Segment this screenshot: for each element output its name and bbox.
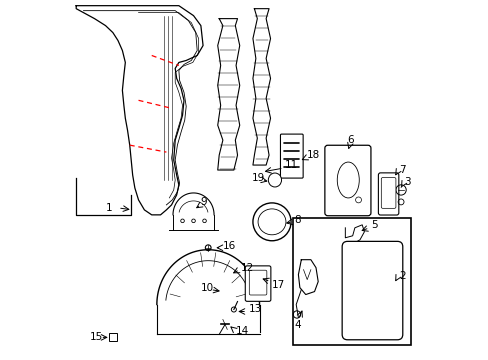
- Text: 9: 9: [201, 197, 207, 207]
- Ellipse shape: [258, 209, 285, 235]
- FancyBboxPatch shape: [245, 266, 270, 301]
- Text: 5: 5: [370, 220, 377, 230]
- FancyBboxPatch shape: [381, 177, 395, 208]
- Text: 1: 1: [105, 203, 112, 213]
- Text: 2: 2: [398, 271, 405, 281]
- FancyBboxPatch shape: [249, 270, 266, 295]
- Text: 10: 10: [201, 283, 214, 293]
- Text: 17: 17: [271, 280, 285, 289]
- Text: 8: 8: [293, 215, 300, 225]
- Text: 13: 13: [248, 305, 261, 315]
- Text: 14: 14: [235, 327, 248, 336]
- Text: 12: 12: [241, 263, 254, 273]
- Text: 19: 19: [251, 173, 264, 183]
- Text: 18: 18: [306, 150, 320, 160]
- FancyBboxPatch shape: [280, 134, 303, 178]
- Bar: [292, 218, 410, 345]
- FancyBboxPatch shape: [378, 173, 398, 215]
- FancyBboxPatch shape: [324, 145, 370, 216]
- Ellipse shape: [337, 162, 359, 198]
- Text: 6: 6: [347, 135, 353, 145]
- Ellipse shape: [252, 203, 290, 241]
- Text: 11: 11: [285, 160, 298, 170]
- Text: 7: 7: [398, 165, 405, 175]
- Polygon shape: [109, 333, 116, 341]
- FancyBboxPatch shape: [342, 241, 402, 340]
- Text: 16: 16: [223, 241, 236, 251]
- Text: 4: 4: [293, 320, 300, 330]
- Ellipse shape: [268, 173, 281, 187]
- Text: 15: 15: [89, 332, 102, 342]
- Text: 3: 3: [403, 177, 410, 187]
